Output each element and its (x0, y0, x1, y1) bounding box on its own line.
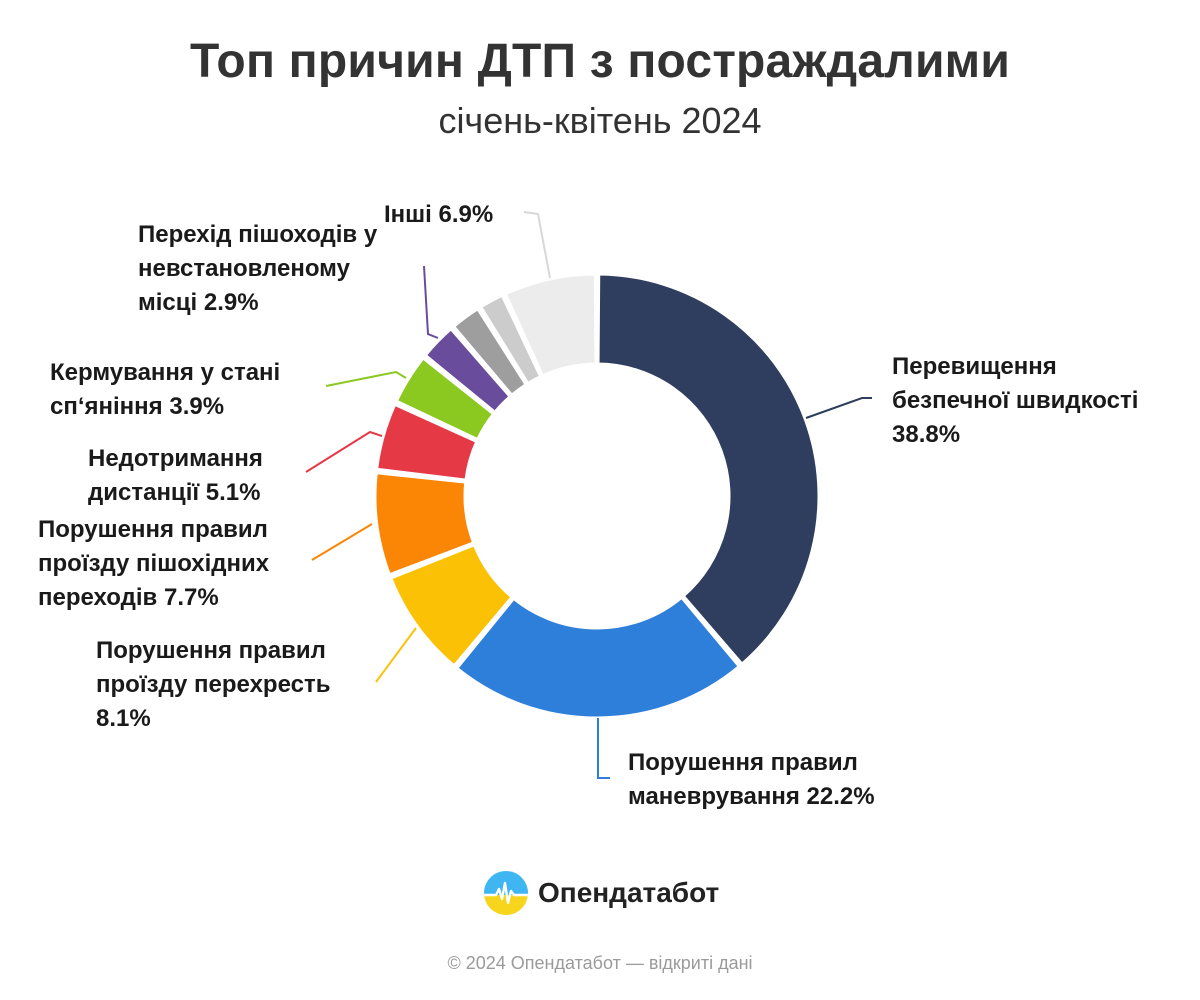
chart-title: Топ причин ДТП з постраждалими (189, 35, 1011, 88)
label-crosswalks-value: 7.7% (163, 584, 219, 611)
label-crosswalks: Порушення правил проїзду пішохідних пере… (38, 513, 269, 615)
label-distance-name: Недотримання дистанції (88, 445, 263, 506)
donut-slice-6 (423, 327, 512, 414)
label-intersections-name: Порушення правил проїзду перехресть (96, 637, 331, 698)
donut-slice-9 (503, 272, 598, 378)
label-drunk-driving-name: Кермування у стані сп‘яніння (50, 359, 281, 420)
donut-slice-1 (455, 595, 741, 720)
donut-slice-4 (375, 402, 479, 482)
brand-name: Опендатабот (538, 877, 720, 908)
label-other-value: 6.9% (438, 201, 494, 228)
leader-line-4 (305, 430, 383, 473)
leader-line-1 (597, 718, 610, 779)
donut-slice-2 (389, 543, 514, 668)
opendatabot-logo-icon (484, 871, 528, 915)
donut-slice-0 (596, 272, 821, 666)
donut-slice-8 (479, 293, 543, 386)
leader-line-9 (523, 211, 551, 279)
label-distance: Недотримання дистанції 5.1% (88, 442, 263, 510)
label-speeding-name: Перевищення безпечної швидкості (892, 353, 1139, 414)
chart-subtitle: січень-квітень 2024 (438, 100, 762, 141)
label-jaywalking-value: 2.9% (203, 289, 259, 316)
leader-line-3 (311, 523, 373, 561)
label-speeding-value: 38.8% (892, 421, 961, 448)
label-maneuvering-value: 22.2% (806, 783, 875, 810)
leader-line-0 (805, 397, 872, 419)
label-crosswalks-name: Порушення правил проїзду пішохідних пере… (38, 516, 270, 611)
donut-slice-5 (394, 356, 496, 442)
label-other: Інші 6.9% (384, 198, 493, 232)
copyright-text: © 2024 Опендатабот — відкриті дані (447, 953, 753, 973)
leader-line-2 (375, 627, 417, 683)
label-maneuvering-name: Порушення правил маневрування (628, 749, 858, 810)
leader-line-5 (325, 370, 407, 387)
label-maneuvering: Порушення правил маневрування 22.2% (628, 746, 875, 814)
label-distance-value: 5.1% (205, 479, 261, 506)
brand-logo: Опендатабот (484, 870, 719, 916)
donut-slice-7 (452, 307, 528, 397)
label-jaywalking-name: Перехід пішоходів у невстановленому місц… (138, 221, 378, 316)
label-speeding: Перевищення безпечної швидкості 38.8% (892, 350, 1138, 452)
label-drunk-driving: Кермування у стані сп‘яніння 3.9% (50, 356, 280, 424)
label-jaywalking: Перехід пішоходів у невстановленому місц… (138, 218, 377, 320)
label-intersections-value: 8.1% (96, 705, 151, 732)
leader-line-6 (423, 265, 439, 339)
donut-slice-3 (373, 471, 476, 577)
label-intersections: Порушення правил проїзду перехресть 8.1% (96, 634, 330, 736)
label-drunk-driving-value: 3.9% (169, 393, 225, 420)
label-other-name: Інші (384, 201, 432, 228)
